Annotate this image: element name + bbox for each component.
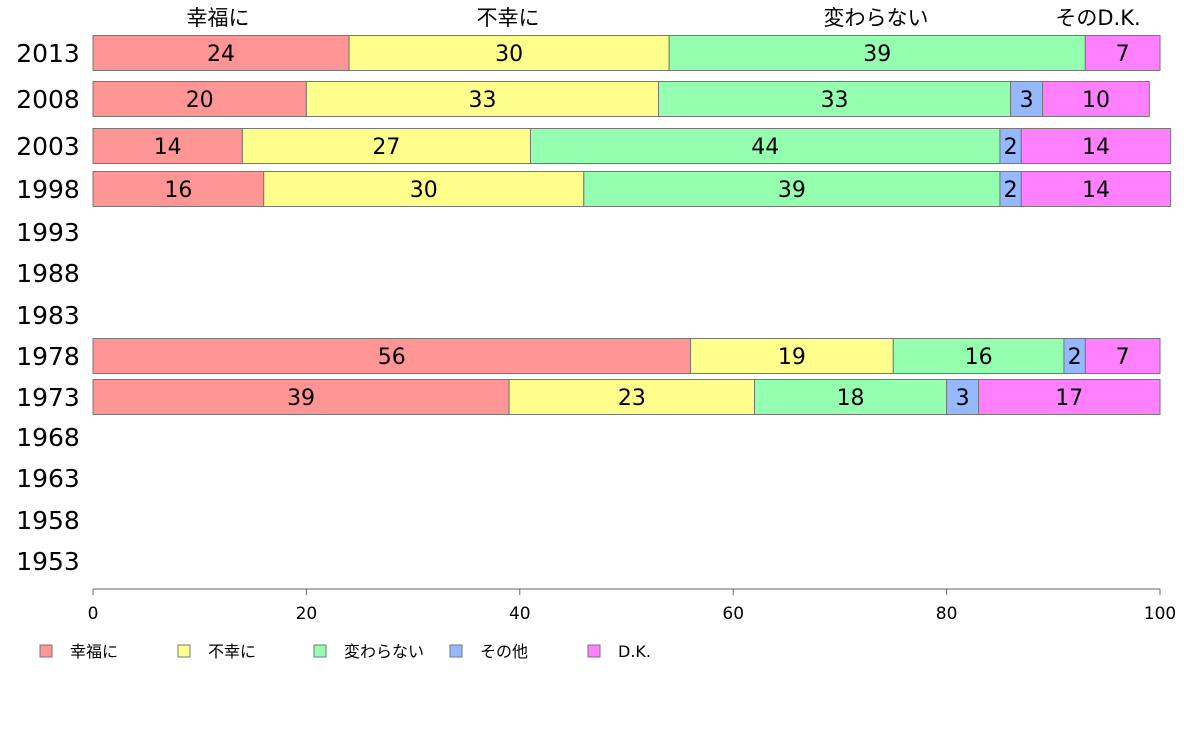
data-label: 56	[378, 345, 406, 370]
bar-segment	[263, 171, 585, 207]
bar-segment	[92, 128, 243, 164]
data-label: 16	[164, 178, 192, 203]
y-tick-label: 1963	[16, 464, 80, 493]
bar-segment	[92, 338, 692, 374]
y-tick-label: 1953	[16, 547, 80, 576]
data-label: 24	[207, 42, 235, 67]
legend-swatch	[449, 644, 463, 658]
bar-segment	[1010, 81, 1044, 117]
data-label: 7	[1116, 345, 1130, 370]
data-label: 20	[186, 88, 214, 113]
legend-swatch	[39, 644, 53, 658]
y-tick-label: 1998	[16, 175, 80, 204]
y-tick-label: 2013	[16, 39, 80, 68]
bar-segment	[305, 81, 660, 117]
data-label: 27	[372, 135, 400, 160]
y-tick-label: 1968	[16, 423, 80, 452]
top-label: 変わらない	[824, 6, 929, 30]
bar-segment	[92, 379, 510, 415]
top-label: そのD.K.	[1055, 6, 1140, 30]
data-label: 39	[863, 42, 891, 67]
x-tick-label: 80	[936, 604, 958, 624]
bar-segment	[754, 379, 948, 415]
data-label: 23	[618, 386, 646, 411]
data-label: 14	[154, 135, 182, 160]
bar-segment	[348, 35, 670, 71]
data-label: 30	[495, 42, 523, 67]
x-tick-label: 0	[88, 604, 99, 624]
legend-swatch	[587, 644, 601, 658]
bar-segment	[92, 35, 350, 71]
bar-segment	[1084, 35, 1161, 71]
data-label: 33	[821, 88, 849, 113]
bar-segment	[1084, 338, 1161, 374]
data-label: 2	[1004, 135, 1018, 160]
y-tick-label: 1983	[16, 301, 80, 330]
y-tick-label: 1988	[16, 259, 80, 288]
legend-swatch	[313, 644, 327, 658]
data-label: 19	[778, 345, 806, 370]
x-tick-label: 40	[509, 604, 531, 624]
data-label: 39	[287, 386, 315, 411]
y-tick-label: 1958	[16, 506, 80, 535]
top-label: 不幸に	[477, 6, 540, 30]
top-label: 幸福に	[187, 6, 250, 30]
data-label: 39	[778, 178, 806, 203]
data-label: 30	[410, 178, 438, 203]
bar-segment	[946, 379, 980, 415]
bar-segment	[583, 171, 1001, 207]
bar-segment	[658, 81, 1012, 117]
data-label: 7	[1116, 42, 1130, 67]
data-label: 18	[837, 386, 865, 411]
legend-label: その他	[480, 642, 528, 661]
legend-label: 幸福に	[70, 642, 118, 661]
data-label: 33	[468, 88, 496, 113]
bar-segment	[529, 128, 1001, 164]
data-label: 16	[965, 345, 993, 370]
x-tick-label: 60	[722, 604, 744, 624]
bar-segment	[92, 81, 307, 117]
y-tick-label: 2003	[16, 132, 80, 161]
x-tick-label: 100	[1144, 604, 1176, 624]
y-tick-label: 1978	[16, 342, 80, 371]
data-label: 14	[1082, 135, 1110, 160]
y-tick-label: 2008	[16, 85, 80, 114]
data-label: 2	[1068, 345, 1082, 370]
legend-swatch	[177, 644, 191, 658]
data-label: 3	[1020, 88, 1034, 113]
legend-label: 不幸に	[208, 642, 256, 661]
data-label: 2	[1004, 178, 1018, 203]
bar-segment	[1020, 128, 1172, 164]
bar-segment	[508, 379, 756, 415]
bar-segment	[668, 35, 1086, 71]
data-label: 14	[1082, 178, 1110, 203]
x-tick-label: 20	[296, 604, 318, 624]
legend-label: D.K.	[618, 642, 651, 661]
data-label: 17	[1055, 386, 1083, 411]
bar-segment	[1020, 171, 1172, 207]
legend-label: 変わらない	[344, 642, 424, 661]
y-tick-label: 1993	[16, 218, 80, 247]
y-tick-label: 1973	[16, 383, 80, 412]
bar-segment	[1042, 81, 1150, 117]
data-label: 10	[1082, 88, 1110, 113]
bar-segment	[978, 379, 1161, 415]
data-label: 44	[751, 135, 779, 160]
data-label: 3	[956, 386, 970, 411]
bar-segment	[92, 171, 265, 207]
